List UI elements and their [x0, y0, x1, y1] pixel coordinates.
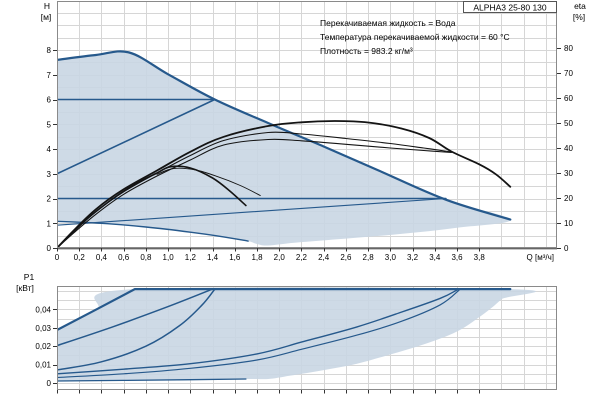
power-chart: 0 0,01 0,02 0,03 0,04 — [35, 286, 557, 394]
prop-pressure-6m-curve — [57, 98, 216, 175]
x-tick-label: 3,0 — [385, 253, 397, 262]
y-right-tick-label: 0 — [564, 244, 569, 253]
y-left-tick-label: 0,03 — [35, 324, 51, 333]
y-left-tick-label: 8 — [47, 46, 52, 55]
y-right-tick-label: 40 — [564, 144, 573, 153]
y-left-tick-label: 4 — [47, 145, 52, 154]
x-tick-label: 3,4 — [429, 253, 441, 262]
eta-max-speed-curve — [57, 120, 512, 248]
power-pp2-curve — [57, 289, 460, 379]
x-tick-label: 2,2 — [296, 253, 308, 262]
y-right-tick-label: 60 — [564, 94, 573, 103]
p1-axis-label: P1 — [24, 272, 35, 282]
y-right-tick-label: 10 — [564, 219, 573, 228]
x-tick-label: 1,6 — [229, 253, 241, 262]
x-tick-label: 0 — [55, 253, 60, 262]
pump-model-label: ALPHA3 25-80 130 — [473, 3, 547, 13]
x-tick-label: 3,2 — [407, 253, 419, 262]
y-left-tick-label: 1 — [47, 219, 52, 228]
y-right-tick-label: 70 — [564, 69, 573, 78]
eta-min-speed-curve — [57, 165, 247, 248]
y-left-tick-label: 5 — [47, 120, 52, 129]
x-tick-label: 1,4 — [207, 253, 219, 262]
p1-axis-unit-label: [кВт] — [16, 283, 34, 293]
eta-axis-label: eta — [574, 1, 586, 11]
min-speed-curve — [57, 220, 249, 242]
x-tick-label: 0,6 — [118, 253, 130, 262]
charts-layer: 0 0,2 0,4 0,6 0,8 1,0 1,2 1,4 1,6 1,8 2,0 2,2 2,4 2,6… — [35, 1, 573, 394]
y-right-tick-label: 30 — [564, 169, 573, 178]
x-tick-label: 3,6 — [451, 253, 463, 262]
x-tick-label: 2,8 — [363, 253, 375, 262]
pump-model-box — [463, 1, 557, 13]
h-axis-unit-label: [м] — [41, 12, 52, 22]
ticks-and-labels: 0 0,01 0,02 0,03 0,04 — [35, 305, 480, 394]
power-min-speed-curve — [57, 378, 247, 382]
x-tick-label: 1,0 — [163, 253, 175, 262]
eta-min-speed-thin-curve — [156, 167, 261, 196]
y-left-tick-label: 0,02 — [35, 342, 51, 351]
x-tick-label: 3,8 — [474, 253, 486, 262]
x-tick-label: 1,2 — [185, 253, 197, 262]
labels-layer: ALPHA3 25-80 130 Перекачиваемая жидкость… — [16, 1, 586, 293]
x-tick-label: 0,4 — [96, 253, 108, 262]
condition-fluid-text: Перекачиваемая жидкость = Вода — [320, 18, 456, 28]
power-max-speed-curve — [57, 288, 512, 332]
power-range-region — [57, 287, 537, 382]
y-right-tick-label: 80 — [564, 44, 573, 53]
max-speed-curve — [57, 50, 512, 221]
power-cp6-curve — [57, 288, 214, 347]
q-axis-label: Q [м³/ч] — [527, 253, 554, 262]
head-flow-chart: 0 0,2 0,4 0,6 0,8 1,0 1,2 1,4 1,6 1,8 2,0 2,2 2,4 2,6… — [47, 1, 574, 262]
x-tick-label: 2,0 — [274, 253, 286, 262]
operating-range-region — [57, 51, 511, 246]
x-tick-label: 1,8 — [251, 253, 263, 262]
y-left-tick-label: 0 — [47, 379, 52, 388]
x-tick-label: 0,2 — [74, 253, 86, 262]
condition-temperature-text: Температура перекачиваемой жидкости = 60… — [320, 32, 510, 42]
y-left-tick-label: 0 — [47, 244, 52, 253]
condition-density-text: Плотность = 983.2 кг/м³ — [320, 46, 413, 56]
y-left-tick-label: 3 — [47, 170, 52, 179]
eta-axis-unit-label: [%] — [573, 12, 585, 22]
x-tick-label: 2,6 — [340, 253, 352, 262]
ticks-and-labels: 0 0,2 0,4 0,6 0,8 1,0 1,2 1,4 1,6 1,8 2,0 2,2 2,4 2,6… — [47, 44, 574, 262]
chart-frame — [57, 286, 557, 390]
x-tick-label: 0,8 — [140, 253, 152, 262]
y-left-tick-label: 2 — [47, 195, 52, 204]
y-right-tick-label: 20 — [564, 194, 573, 203]
y-left-tick-label: 0,01 — [35, 361, 51, 370]
y-left-tick-label: 6 — [47, 96, 52, 105]
prop-pressure-2m-curve — [57, 197, 447, 226]
power-pp6-curve — [57, 288, 216, 371]
eta-pp-curve — [57, 138, 452, 248]
chart-frame — [57, 1, 557, 248]
power-cp2-curve — [57, 289, 458, 375]
y-left-tick-label: 7 — [47, 71, 52, 80]
y-left-tick-label: 0,04 — [35, 305, 51, 314]
y-right-tick-label: 50 — [564, 119, 573, 128]
h-axis-label: H — [44, 1, 50, 11]
x-tick-label: 2,4 — [318, 253, 330, 262]
